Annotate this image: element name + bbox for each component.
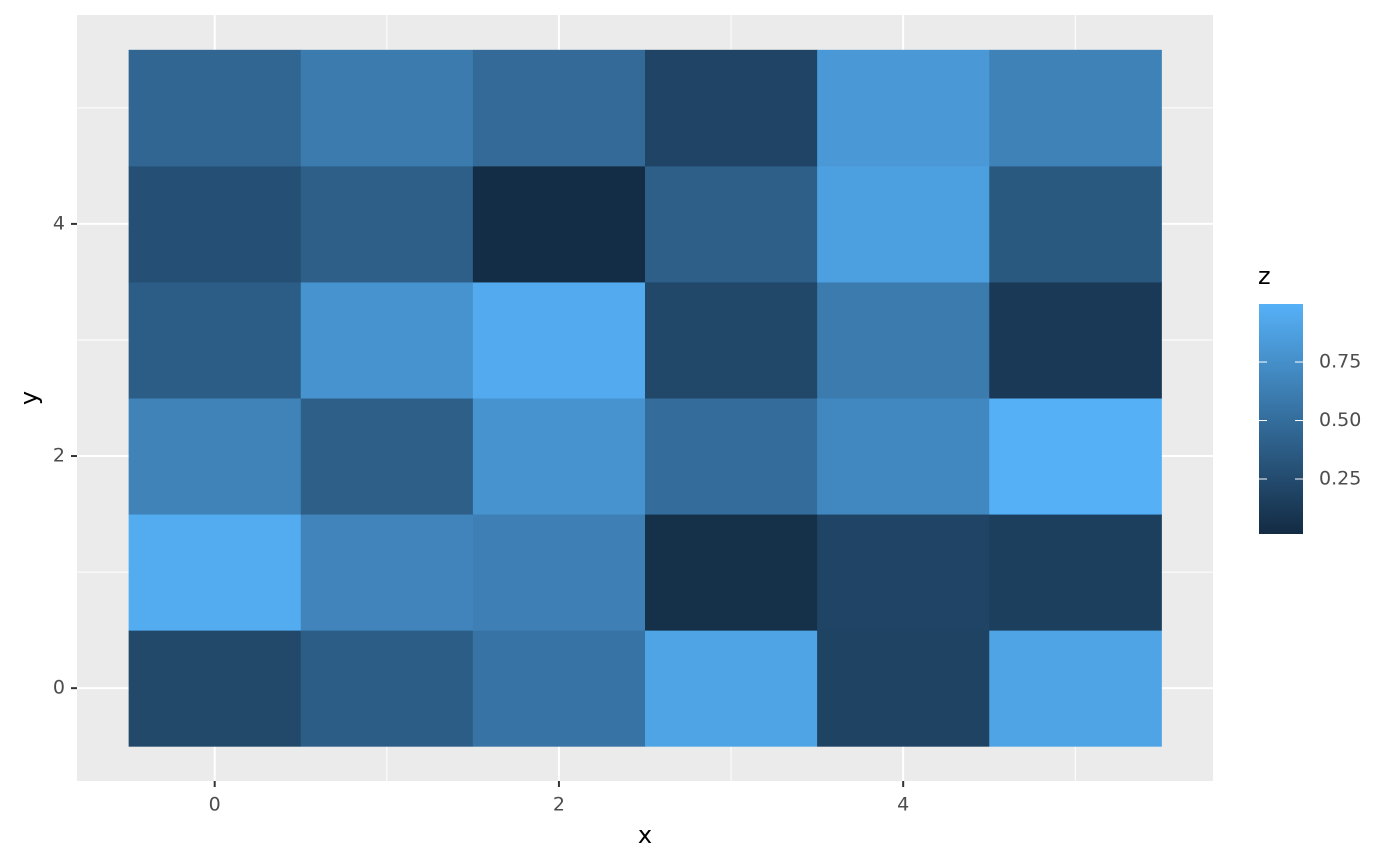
y-axis-title: y bbox=[15, 391, 43, 405]
tile bbox=[300, 281, 474, 399]
tile bbox=[817, 281, 990, 399]
tile bbox=[645, 165, 818, 283]
colorbar-label: 0.75 bbox=[1319, 351, 1361, 373]
colorbar-label: 0.25 bbox=[1319, 468, 1361, 490]
x-tick-label: 4 bbox=[897, 794, 909, 816]
tile bbox=[128, 514, 302, 631]
tile bbox=[472, 398, 646, 515]
tile bbox=[989, 281, 1162, 399]
tile bbox=[472, 281, 646, 399]
tile bbox=[989, 165, 1162, 283]
tile bbox=[128, 398, 302, 515]
tile bbox=[300, 630, 474, 747]
y-tick-label: 2 bbox=[53, 445, 65, 467]
tile bbox=[989, 398, 1162, 515]
tile bbox=[472, 514, 646, 631]
tile bbox=[645, 398, 818, 515]
x-tick-label: 2 bbox=[553, 794, 565, 816]
tile bbox=[645, 281, 818, 399]
tile bbox=[645, 514, 818, 631]
tile bbox=[817, 165, 990, 283]
tile bbox=[128, 165, 302, 283]
tile bbox=[300, 398, 474, 515]
tile bbox=[989, 630, 1162, 747]
colorbar bbox=[1259, 304, 1303, 534]
tile bbox=[817, 49, 990, 167]
legend-title: z bbox=[1258, 262, 1271, 290]
tile bbox=[817, 398, 990, 515]
tile bbox=[472, 49, 646, 167]
tile bbox=[128, 281, 302, 399]
tile bbox=[128, 49, 302, 167]
tile bbox=[989, 514, 1162, 631]
y-tick-label: 4 bbox=[53, 212, 65, 234]
tile bbox=[300, 165, 474, 283]
tile bbox=[989, 49, 1162, 167]
tile bbox=[645, 49, 818, 167]
tile bbox=[128, 630, 302, 747]
x-axis-title: x bbox=[638, 821, 652, 849]
y-tick-label: 0 bbox=[53, 677, 65, 699]
tile bbox=[817, 630, 990, 747]
tile bbox=[300, 49, 474, 167]
colorbar-label: 0.50 bbox=[1319, 409, 1361, 431]
tile bbox=[645, 630, 818, 747]
tile bbox=[300, 514, 474, 631]
tile bbox=[817, 514, 990, 631]
x-tick-label: 0 bbox=[209, 794, 221, 816]
tile bbox=[472, 630, 646, 747]
tile bbox=[472, 165, 646, 283]
